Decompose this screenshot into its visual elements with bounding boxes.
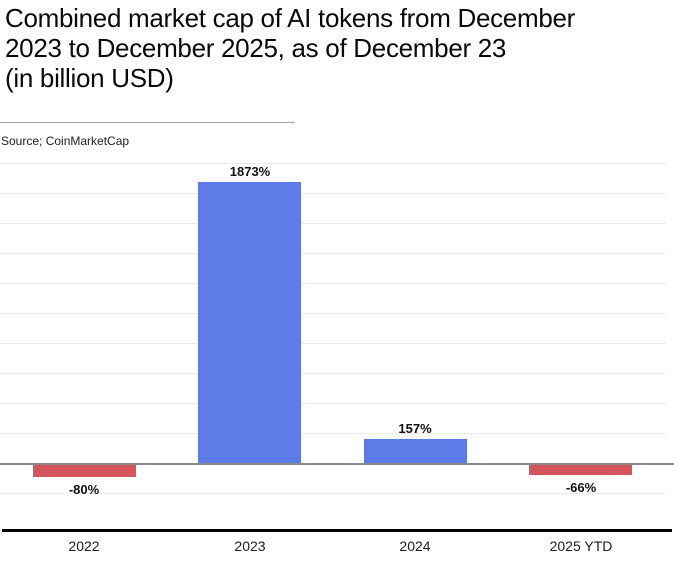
chart-title-line-1: Combined market cap of AI tokens from De… <box>5 3 576 33</box>
gridline-2000 <box>0 163 666 164</box>
gridline-800 <box>0 343 666 344</box>
x-axis-label-2022: 2022 <box>68 538 100 554</box>
gridline-1400 <box>0 253 666 254</box>
source-attribution: Source; CoinMarketCap <box>1 134 130 148</box>
chart-title-line-2: 2023 to December 2025, as of December 23 <box>5 33 507 63</box>
bar-value-label-2024: 157% <box>398 421 432 436</box>
gridline-1000 <box>0 313 666 314</box>
gridline-200 <box>0 433 666 434</box>
chart-title: Combined market cap of AI tokens from De… <box>5 3 665 93</box>
x-axis-label-2024: 2024 <box>399 538 431 554</box>
bar-value-label-2022: -80% <box>68 482 100 497</box>
bar-value-label-2023: 1873% <box>229 164 271 179</box>
bar-2025 YTD <box>529 465 632 475</box>
bar-2022 <box>33 465 136 477</box>
x-axis-baseline <box>2 529 672 532</box>
gridline-1600 <box>0 223 666 224</box>
gridline-1200 <box>0 283 666 284</box>
chart-title-line-3: (in billion USD) <box>5 63 174 93</box>
gridline-400 <box>0 403 666 404</box>
x-axis-label-2023: 2023 <box>234 538 266 554</box>
bar-chart-plot-area: -80% 1873% 157% -66% <box>0 155 674 529</box>
gridline-1800 <box>0 193 666 194</box>
gridline-600 <box>0 373 666 374</box>
zero-axis-line <box>0 463 674 465</box>
bar-2023 <box>198 182 301 463</box>
x-axis-label-2025 YTD: 2025 YTD <box>549 538 613 554</box>
bar-2024 <box>364 439 467 463</box>
title-divider-line <box>0 122 295 123</box>
bar-value-label-2025 YTD: -66% <box>565 480 597 495</box>
gridline--200 <box>0 493 666 494</box>
